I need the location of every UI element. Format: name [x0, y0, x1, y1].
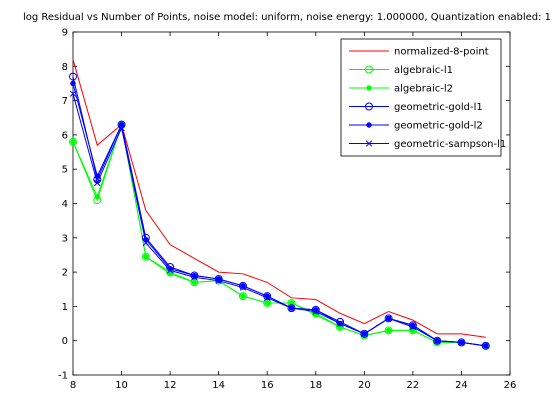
data-point — [215, 277, 222, 284]
legend-label: geometric-gold-l2 — [394, 121, 483, 132]
data-point — [385, 327, 392, 334]
data-point — [409, 323, 417, 331]
data-point — [238, 292, 247, 301]
data-point — [238, 281, 247, 290]
data-point — [458, 339, 465, 346]
data-point — [191, 274, 198, 281]
legend-marker — [365, 140, 373, 147]
data-point — [384, 314, 393, 323]
data-point — [94, 193, 100, 200]
data-point — [167, 271, 173, 277]
y-tick-label: 9 — [62, 28, 68, 39]
data-point — [288, 300, 295, 306]
series-line-geometric-gold-l2 — [72, 83, 486, 347]
data-point — [410, 327, 416, 334]
data-point — [94, 179, 101, 187]
y-tick-label: 6 — [62, 130, 68, 141]
y-tick-label: 7 — [62, 96, 68, 107]
data-point — [361, 330, 368, 337]
data-point — [313, 312, 319, 318]
y-tick-label: -1 — [58, 371, 68, 382]
x-axis: 8 10 12 14 16 18 20 22 24 26 — [70, 32, 517, 391]
x-tick-label: 24 — [455, 380, 468, 391]
data-point — [240, 293, 246, 299]
x-tick-label: 18 — [309, 380, 322, 391]
y-tick-label: 0 — [62, 336, 68, 347]
series-geometric-sampson-l1 — [69, 90, 489, 349]
data-point — [118, 121, 125, 128]
legend-item: algebraic-l1 — [349, 65, 453, 76]
series-line-normalized-8-point — [72, 59, 486, 338]
y-tick-label: 4 — [62, 199, 68, 210]
legend-label: algebraic-l1 — [394, 65, 453, 76]
data-point — [70, 80, 76, 87]
legend-marker — [365, 102, 373, 111]
data-point — [264, 300, 270, 306]
data-point — [312, 308, 319, 315]
legend-item: geometric-gold-l2 — [349, 121, 483, 132]
x-tick-label: 8 — [70, 380, 76, 391]
y-tick-label: 1 — [62, 302, 68, 313]
data-point — [434, 337, 441, 344]
series-group — [69, 59, 490, 350]
data-point — [264, 294, 271, 301]
legend-marker — [366, 122, 372, 128]
legend-marker — [365, 65, 373, 74]
data-point — [166, 267, 174, 274]
x-tick-label: 22 — [407, 380, 420, 391]
x-tick-label: 12 — [164, 380, 177, 391]
legend-item: geometric-gold-l1 — [349, 102, 483, 113]
legend: normalized-8-point algebraic-l1 algebraic-… — [340, 38, 506, 157]
y-tick-label: 8 — [62, 62, 68, 73]
x-tick-label: 10 — [115, 380, 128, 391]
data-point — [69, 137, 77, 146]
data-point — [118, 124, 125, 132]
chart-title: log Residual vs Number of Points, noise … — [23, 12, 551, 23]
data-point — [239, 284, 247, 291]
data-point — [482, 342, 489, 349]
x-tick-label: 16 — [261, 380, 274, 391]
y-tick-label: 5 — [62, 165, 68, 176]
series-normalized-8-point — [72, 59, 486, 338]
legend-label: geometric-gold-l1 — [394, 102, 483, 113]
legend-item: geometric-sampson-l1 — [349, 139, 506, 150]
legend-item: algebraic-l2 — [349, 84, 453, 95]
legend-marker — [366, 85, 372, 91]
data-point — [70, 139, 76, 145]
y-axis: -1 0 1 2 3 4 5 6 7 8 9 — [58, 28, 510, 382]
data-point — [142, 239, 149, 247]
data-point — [336, 320, 344, 327]
data-point — [191, 279, 198, 286]
y-tick-label: 2 — [62, 268, 68, 279]
data-point — [141, 252, 150, 261]
data-point — [288, 304, 295, 312]
x-tick-label: 20 — [358, 380, 371, 391]
y-tick-label: 3 — [62, 233, 68, 244]
legend-box — [340, 38, 502, 157]
legend-label: algebraic-l2 — [394, 84, 453, 95]
legend-label: normalized-8-point — [394, 47, 489, 58]
data-point — [385, 315, 392, 322]
data-point — [143, 253, 149, 260]
legend-label: geometric-sampson-l1 — [394, 139, 506, 150]
x-tick-label: 26 — [504, 380, 517, 391]
legend-item: normalized-8-point — [349, 47, 489, 58]
x-tick-label: 14 — [212, 380, 225, 391]
series-line-geometric-sampson-l1 — [72, 93, 486, 347]
data-point — [69, 72, 77, 81]
data-point — [360, 329, 369, 338]
data-point — [69, 90, 77, 97]
